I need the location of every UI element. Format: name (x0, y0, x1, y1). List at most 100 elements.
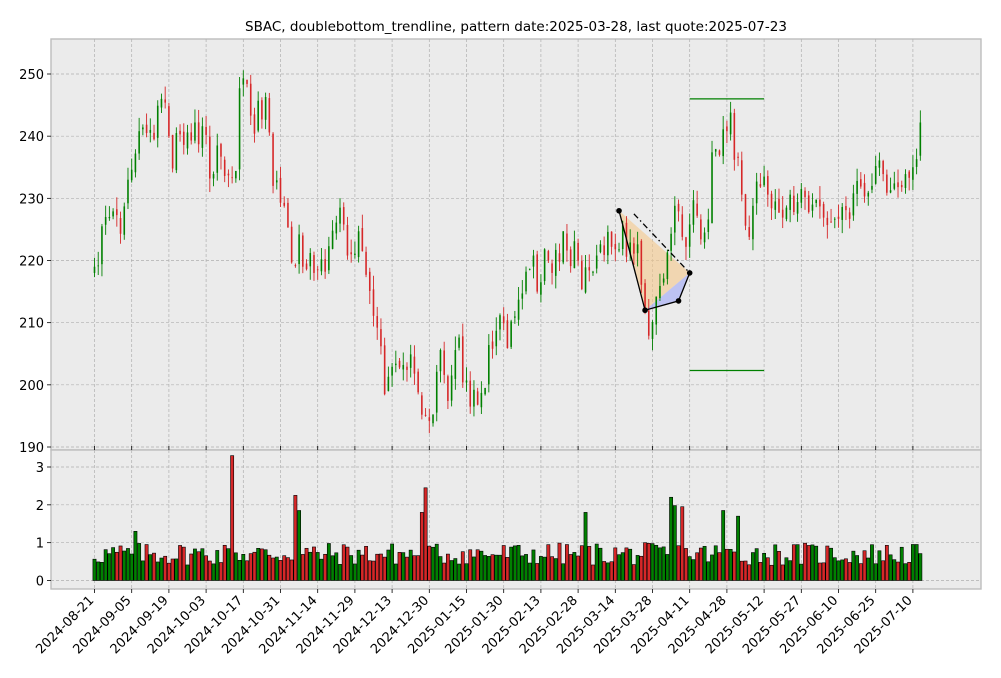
volume-bar (326, 543, 331, 581)
volume-bar (364, 546, 368, 581)
candle-body (156, 105, 159, 138)
volume-bar (739, 560, 744, 581)
volume-bar (873, 563, 878, 581)
candle-body (700, 219, 702, 240)
candle-body (882, 160, 884, 175)
volume-bar (163, 555, 168, 581)
candle-body (469, 380, 472, 407)
candle-body (160, 98, 163, 108)
candle-body (860, 179, 862, 187)
volume-bar (825, 545, 830, 581)
candle-body (398, 360, 401, 368)
candle-body (168, 106, 170, 137)
candle-body (718, 150, 721, 155)
candle-body (413, 356, 416, 374)
volume-bar (390, 543, 395, 581)
candle-body (454, 350, 457, 379)
volume-bar (360, 554, 365, 581)
candle-body (681, 214, 684, 237)
candle-body (298, 234, 300, 265)
candle-body (566, 233, 568, 251)
candle-body (227, 173, 230, 176)
volume-bar (193, 548, 197, 581)
volume-bar (546, 544, 551, 581)
volume-bar (728, 549, 733, 581)
volume-bar (401, 552, 406, 581)
pattern-trendline (633, 213, 691, 274)
volume-bar (92, 558, 97, 581)
volume-bar (542, 556, 547, 581)
volume-bar (386, 549, 391, 581)
volume-bar (524, 554, 528, 581)
candle-body (897, 182, 899, 188)
volume-bar (323, 553, 328, 581)
candle-body (644, 283, 646, 308)
candle-body (145, 124, 148, 134)
candle-body (837, 216, 840, 219)
candle-body (354, 253, 356, 256)
volume-bar (691, 559, 696, 581)
volume-bar (219, 562, 223, 581)
volume-bar (754, 548, 759, 581)
candle-body (763, 176, 765, 186)
volume-axis-ticks: 0 1 2 3 (36, 461, 51, 590)
candle-body (510, 321, 512, 347)
candle-body (577, 242, 579, 261)
candle-body (127, 179, 129, 204)
volume-bar (457, 563, 461, 581)
candle-body (819, 199, 821, 207)
candle-body (633, 243, 635, 254)
candle-body (339, 207, 341, 224)
candle-body (729, 112, 732, 135)
candle-body (607, 231, 609, 256)
candlesticks (93, 70, 922, 434)
candle-body (149, 129, 152, 133)
candle-body (900, 185, 903, 188)
volume-bar (635, 555, 640, 581)
volume-bar (356, 549, 361, 581)
volume-bar (483, 555, 488, 581)
volume-bar (118, 545, 123, 581)
volume-bar (795, 544, 800, 581)
candle-body (164, 99, 166, 103)
candle-body (744, 194, 747, 226)
volume-bar (152, 552, 156, 581)
volume-bar (286, 557, 290, 581)
volume-bar (538, 556, 543, 581)
candle-body (432, 414, 434, 424)
volume-bar (899, 546, 904, 581)
candle-body (346, 224, 349, 256)
volume-bar (672, 505, 677, 581)
candle-body (290, 226, 293, 263)
candle-body (707, 219, 710, 232)
candle-body (283, 202, 286, 206)
candle-body (919, 122, 922, 156)
candle-body (231, 177, 233, 179)
volume-bar (907, 562, 912, 581)
volume-bar (650, 543, 655, 581)
candle-body (421, 395, 423, 415)
candle-body (197, 122, 200, 145)
candle-body (134, 153, 137, 173)
candle-body (491, 341, 494, 349)
candle-body (856, 180, 858, 194)
volume-bar (501, 545, 506, 581)
volume-bar (382, 556, 387, 581)
volume-bar (609, 561, 614, 581)
volume-bar (654, 545, 659, 581)
volume-bar (230, 455, 235, 581)
volume-bar (624, 547, 629, 581)
volume-bar (129, 553, 134, 581)
volume-bar (96, 561, 101, 581)
volume-bar (877, 550, 882, 581)
candle-body (383, 345, 386, 395)
volume-bar (494, 554, 499, 581)
volume-bar (393, 563, 398, 581)
candle-body (108, 216, 111, 219)
candle-body (97, 265, 100, 267)
candle-body (380, 329, 382, 347)
candle-body (116, 209, 118, 216)
price-axis-ticks: 190 200 210 220 230 240 250 (19, 68, 51, 456)
volume-bar (821, 562, 826, 581)
pattern-fill-right (645, 272, 690, 311)
